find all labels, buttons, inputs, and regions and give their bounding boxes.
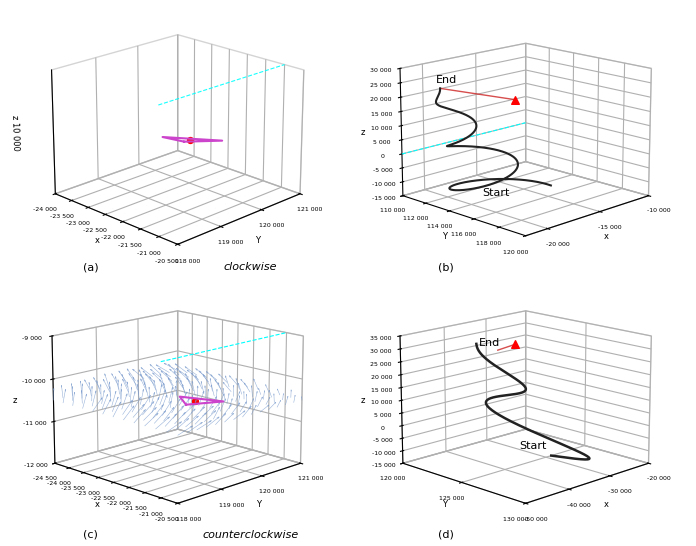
X-axis label: Y: Y [255,236,260,245]
X-axis label: x: x [604,500,609,508]
Text: counterclockwise: counterclockwise [203,530,299,540]
Y-axis label: Y: Y [443,232,448,241]
Text: (b): (b) [438,262,453,272]
Y-axis label: x: x [95,500,100,508]
X-axis label: Y: Y [256,500,261,508]
Text: clockwise: clockwise [224,262,277,272]
Text: (d): (d) [438,530,453,540]
Text: (c): (c) [83,530,98,540]
X-axis label: x: x [604,232,609,241]
Text: (a): (a) [83,262,98,272]
Y-axis label: Y: Y [443,500,448,508]
Y-axis label: x: x [95,236,100,245]
